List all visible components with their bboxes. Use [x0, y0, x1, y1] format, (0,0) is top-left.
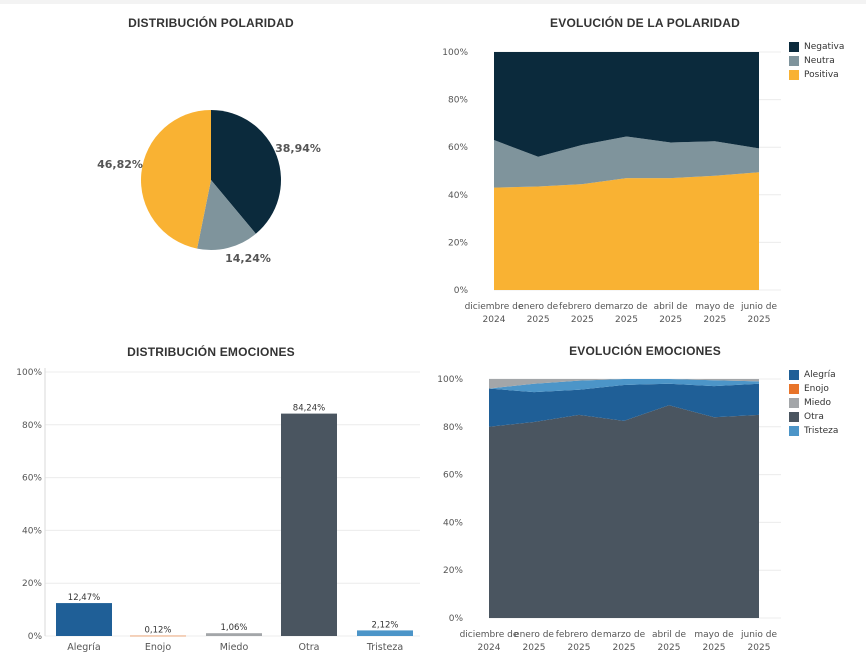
emotions-area-miedo — [489, 379, 759, 389]
pie-label-positiva: 46,82% — [97, 158, 143, 171]
legend-swatch — [789, 412, 799, 422]
polarity-xtick: diciembre de 2024 — [465, 302, 524, 325]
emotions-bar-ytick: 40% — [22, 526, 42, 536]
emotions-bar-ytick: 60% — [22, 474, 42, 484]
polarity-area-positiva — [494, 172, 759, 290]
polarity-xtick: marzo de 2025 — [605, 302, 648, 325]
emotions-xtick: febrero de 2025 — [556, 630, 603, 653]
legend-label: Otra — [804, 412, 824, 422]
emotions-ytick: 20% — [443, 566, 463, 576]
pie-slice-positiva — [141, 110, 211, 249]
legend-label: Positiva — [804, 70, 839, 80]
emotions-area-otra — [489, 405, 759, 618]
emotions-area-title: EVOLUCIÓN EMOCIONES — [569, 344, 721, 358]
pie-slice-neutra — [197, 180, 256, 250]
top-bar — [0, 0, 866, 4]
polarity-xtick: junio de 2025 — [740, 302, 777, 325]
legend-swatch — [789, 384, 799, 394]
emotions-bar-label-enojo: 0,12% — [144, 626, 171, 636]
polarity-xtick: febrero de 2025 — [559, 302, 606, 325]
polarity-legend[interactable]: Negativa Neutra Positiva — [789, 40, 844, 82]
emotions-legend-item-enojo[interactable]: Enojo — [789, 382, 838, 396]
polarity-area-negativa — [494, 52, 759, 157]
emotions-legend-item-alegria[interactable]: Alegría — [789, 368, 838, 382]
emotions-bar-xtick-enojo: Enojo — [145, 642, 171, 653]
legend-swatch — [789, 426, 799, 436]
emotions-legend-item-otra[interactable]: Otra — [789, 410, 838, 424]
polarity-ytick: 0% — [454, 286, 469, 296]
emotions-xtick: diciembre de 2024 — [460, 630, 519, 653]
polarity-xtick: abril de 2025 — [654, 302, 689, 325]
emotions-bar-alegria — [56, 603, 112, 636]
legend-swatch — [789, 70, 799, 80]
polarity-area-title: EVOLUCIÓN DE LA POLARIDAD — [550, 16, 740, 30]
legend-label: Enojo — [804, 384, 829, 394]
emotions-bar-ytick: 80% — [22, 421, 42, 431]
polarity-ytick: 60% — [448, 143, 468, 153]
polarity-ytick: 20% — [448, 238, 468, 248]
legend-label: Neutra — [804, 56, 835, 66]
emotions-bar-title: DISTRIBUCIÓN EMOCIONES — [127, 345, 295, 359]
emotions-bar-tristeza — [357, 630, 413, 636]
emotions-xtick: enero de 2025 — [514, 630, 554, 653]
emotions-xtick: mayo de 2025 — [694, 630, 734, 653]
polarity-ytick: 80% — [448, 96, 468, 106]
polarity-legend-item-neutra[interactable]: Neutra — [789, 54, 844, 68]
polarity-legend-item-negativa[interactable]: Negativa — [789, 40, 844, 54]
polarity-legend-item-positiva[interactable]: Positiva — [789, 68, 844, 82]
emotions-bar-label-tristeza: 2,12% — [371, 620, 398, 630]
pie-label-neutra: 14,24% — [225, 252, 271, 265]
emotions-legend-item-tristeza[interactable]: Tristeza — [789, 424, 838, 438]
legend-swatch — [789, 370, 799, 380]
emotions-bar-ytick: 100% — [16, 368, 42, 378]
polarity-ytick: 100% — [442, 48, 468, 58]
emotions-bar-ytick: 0% — [28, 632, 43, 642]
emotions-ytick: 100% — [437, 375, 463, 385]
pie-slice-negativa — [211, 110, 281, 234]
emotions-xtick: marzo de 2025 — [603, 630, 646, 653]
emotions-bar-otra — [281, 413, 337, 636]
pie-label-negativa: 38,94% — [275, 142, 321, 155]
emotions-ytick: 40% — [443, 518, 463, 528]
legend-label: Negativa — [804, 42, 845, 52]
emotions-bar-label-miedo: 1,06% — [220, 623, 247, 633]
polarity-ytick: 40% — [448, 191, 468, 201]
emotions-bar-xtick-miedo: Miedo — [220, 642, 249, 653]
emotions-bar-xtick-otra: Otra — [299, 642, 320, 653]
pie-title: DISTRIBUCIÓN POLARIDAD — [128, 16, 294, 30]
legend-swatch — [789, 398, 799, 408]
emotions-xtick: abril de 2025 — [652, 630, 687, 653]
emotions-area-alegria — [489, 383, 759, 427]
emotions-bar-ytick: 20% — [22, 579, 42, 589]
emotions-area-tristeza — [489, 379, 759, 393]
legend-label: Alegría — [804, 370, 836, 380]
emotions-bar-label-otra: 84,24% — [293, 404, 325, 414]
legend-label: Miedo — [804, 398, 832, 408]
emotions-ytick: 0% — [449, 614, 464, 624]
legend-swatch — [789, 42, 799, 52]
legend-swatch — [789, 56, 799, 66]
emotions-bar-xtick-tristeza: Tristeza — [366, 642, 403, 653]
emotions-bar-enojo — [130, 635, 186, 637]
emotions-bar-miedo — [206, 633, 262, 636]
emotions-legend[interactable]: Alegría Enojo Miedo Otra Tristeza — [789, 368, 838, 438]
emotions-ytick: 60% — [443, 471, 463, 481]
legend-label: Tristeza — [804, 426, 839, 436]
polarity-area-neutra — [494, 136, 759, 188]
emotions-legend-item-miedo[interactable]: Miedo — [789, 396, 838, 410]
emotions-ytick: 80% — [443, 423, 463, 433]
emotions-xtick: junio de 2025 — [740, 630, 777, 653]
polarity-xtick: mayo de 2025 — [695, 302, 735, 325]
emotions-bar-xtick-alegria: Alegría — [67, 642, 100, 653]
polarity-xtick: enero de 2025 — [518, 302, 558, 325]
emotions-bar-label-alegria: 12,47% — [68, 593, 100, 603]
